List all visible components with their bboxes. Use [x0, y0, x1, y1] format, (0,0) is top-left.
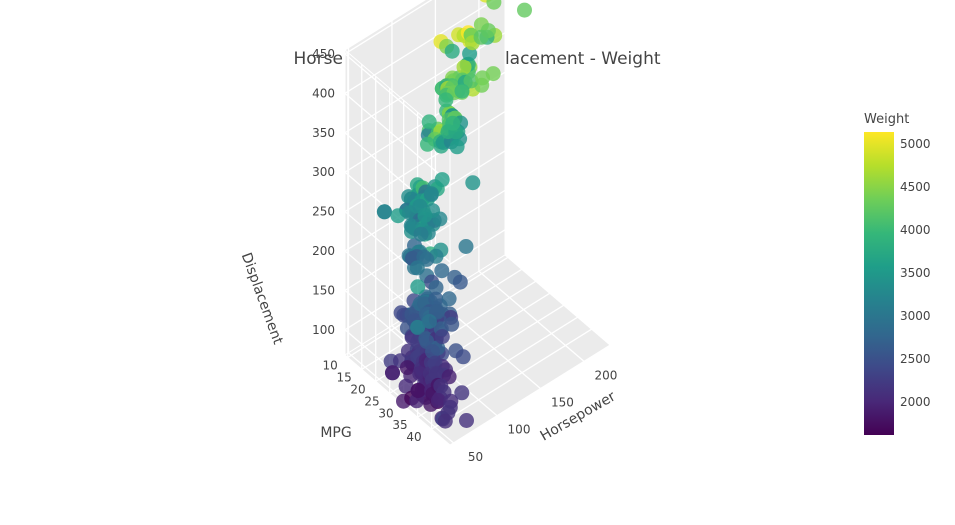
- data-point: [441, 291, 457, 307]
- data-point: [454, 83, 470, 99]
- y-tick-label: 15: [337, 370, 352, 384]
- colorbar-gradient: [864, 132, 894, 435]
- y-tick-label: 30: [378, 406, 393, 420]
- data-point: [425, 344, 440, 360]
- data-point: [429, 366, 445, 382]
- data-point: [455, 349, 471, 365]
- grid-line: [431, 328, 592, 430]
- data-point: [398, 378, 414, 394]
- data-point: [463, 73, 479, 89]
- x-tick-label: 200: [594, 368, 617, 382]
- colorbar-title: Weight: [864, 112, 909, 127]
- scatter-points: [376, 0, 532, 429]
- data-point: [417, 207, 433, 223]
- y-axis-title: MPG: [320, 425, 351, 441]
- data-point: [410, 383, 426, 398]
- y-tick-label: 35: [392, 418, 407, 432]
- x-axis-title: Horsepower: [538, 388, 619, 444]
- colorbar: Weight 2000 2500 3000 3500 4000 4500 5000: [864, 112, 931, 435]
- data-point: [454, 385, 470, 401]
- data-point: [458, 239, 474, 254]
- data-point: [445, 115, 461, 131]
- z-tick-label: 400: [312, 86, 335, 100]
- data-point: [385, 365, 400, 381]
- y-tick-label: 40: [406, 430, 421, 444]
- z-tick-label: 300: [312, 165, 335, 179]
- grid-line: [478, 270, 585, 362]
- data-point: [420, 136, 435, 152]
- data-point: [428, 280, 444, 296]
- data-point: [486, 0, 502, 10]
- data-point: [390, 208, 406, 224]
- data-point: [430, 393, 446, 408]
- data-point: [438, 92, 454, 108]
- data-point: [421, 114, 437, 130]
- data-point: [456, 59, 472, 75]
- z-tick-label: 450: [312, 47, 335, 61]
- data-point: [413, 226, 429, 242]
- z-tick-label: 100: [312, 323, 335, 337]
- data-point: [410, 319, 426, 335]
- data-point: [437, 413, 453, 429]
- grid-line: [344, 92, 451, 184]
- data-point: [399, 360, 415, 376]
- data-point: [433, 378, 449, 394]
- z-tick-label: 150: [312, 283, 335, 297]
- data-point: [376, 204, 392, 220]
- z-axis-title: Displacement: [238, 251, 286, 347]
- data-point: [449, 139, 465, 155]
- data-point: [428, 291, 444, 307]
- colorbar-tick-label: 2000: [900, 395, 931, 409]
- colorbar-tick-label: 4500: [900, 180, 931, 194]
- data-point: [517, 2, 532, 18]
- colorbar-tick-label: 2500: [900, 352, 931, 366]
- colorbar-tick-label: 4000: [900, 223, 931, 237]
- data-point: [434, 263, 450, 279]
- data-point: [421, 314, 437, 329]
- z-tick-label: 250: [312, 205, 335, 219]
- y-tick-label: 10: [323, 358, 338, 372]
- grid-line: [344, 0, 433, 55]
- data-point: [423, 186, 439, 202]
- y-tick-label: 20: [350, 382, 365, 396]
- data-point: [475, 70, 490, 86]
- data-point: [444, 43, 460, 59]
- x-tick-label: 100: [508, 423, 531, 437]
- y-tick-label: 25: [364, 394, 379, 408]
- data-point: [409, 260, 425, 276]
- colorbar-tick-label: 5000: [900, 137, 931, 151]
- z-tick-label: 200: [312, 244, 335, 258]
- x-tick-label: 50: [468, 450, 483, 464]
- colorbar-tick-label: 3500: [900, 266, 931, 280]
- z-tick-label: 350: [312, 126, 335, 140]
- data-point: [459, 413, 474, 428]
- data-point: [444, 316, 460, 332]
- data-point: [434, 329, 450, 345]
- data-point: [465, 175, 481, 191]
- data-point: [410, 279, 426, 295]
- data-point: [452, 274, 468, 290]
- colorbar-tick-label: 3000: [900, 309, 931, 323]
- x-tick-label: 150: [551, 396, 574, 410]
- data-point: [434, 172, 450, 188]
- data-point: [473, 29, 489, 45]
